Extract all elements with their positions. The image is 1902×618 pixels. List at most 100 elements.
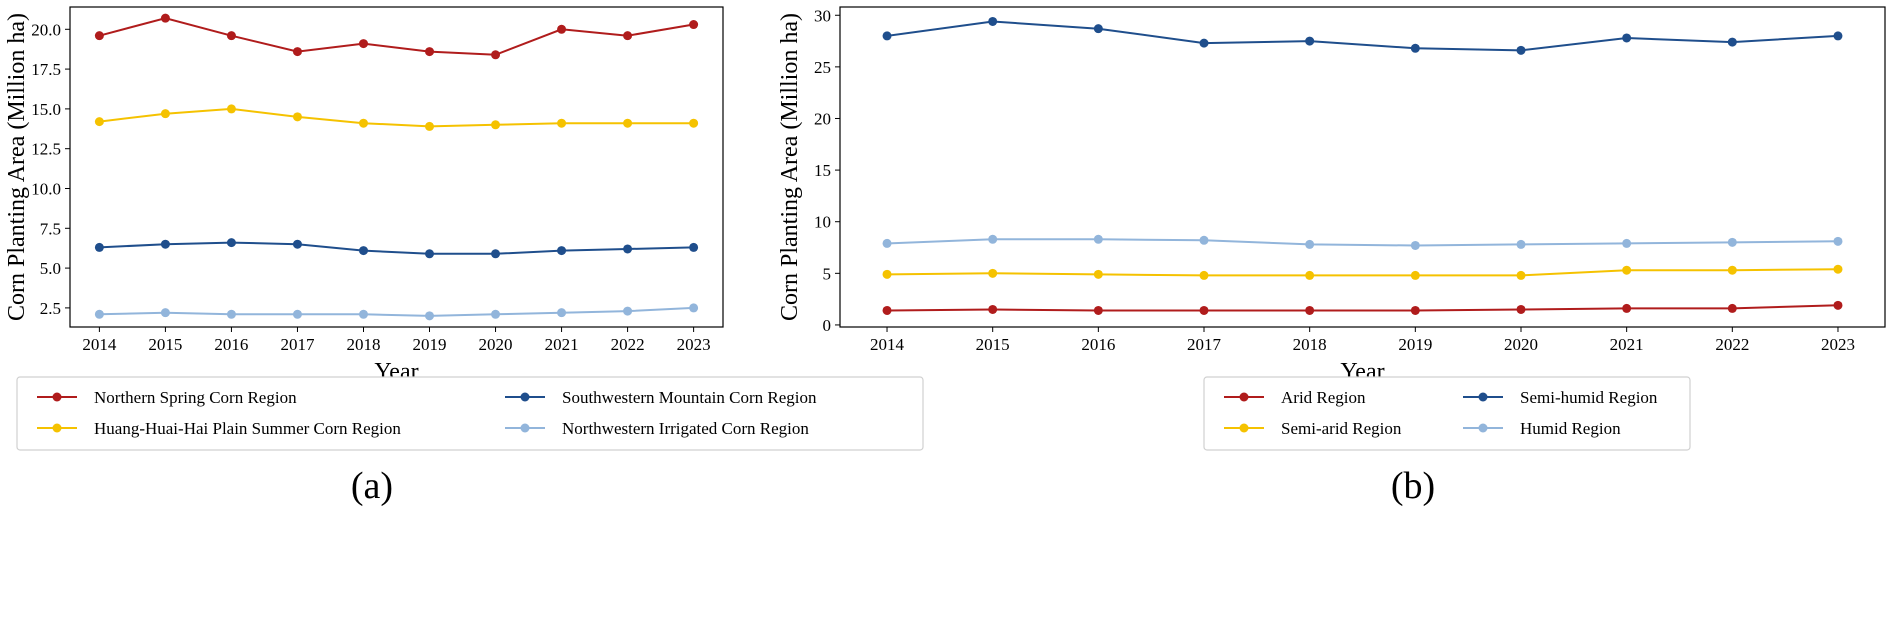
data-point [689,242,699,252]
data-point [1305,36,1315,46]
data-point [1727,237,1737,247]
series-line [99,306,694,317]
data-point [623,31,633,41]
data-point [988,16,998,26]
data-point [1727,303,1737,313]
y-tick-label: 15 [814,161,831,180]
legend-marker [52,392,62,402]
series-line [99,241,694,255]
data-point [160,308,170,318]
data-point [94,117,104,127]
legend-label: Humid Region [1520,419,1621,438]
x-tick-label: 2023 [1821,335,1855,354]
data-point [292,309,302,319]
data-point [292,112,302,122]
legend-entry: Huang-Huai-Hai Plain Summer Corn Region [37,419,401,438]
legend-marker [1239,423,1249,433]
data-point [1727,265,1737,275]
legend-label: Huang-Huai-Hai Plain Summer Corn Region [94,419,401,438]
data-point [1833,31,1843,41]
data-point [689,303,699,313]
series-huang-huai-hai-plain-summer-corn-region [94,104,699,131]
legend-box [1203,376,1691,451]
data-point [425,47,435,57]
panel-label: (a) [351,465,393,507]
data-point [292,239,302,249]
data-point [491,249,501,259]
series-semi-humid-region [882,16,1843,55]
y-tick-label: 20 [814,109,831,128]
legend-marker [1478,423,1488,433]
legend-label: Arid Region [1281,388,1366,407]
legend-label: Southwestern Mountain Corn Region [562,388,817,407]
y-tick-label: 5.0 [40,259,61,278]
legend-entry: Northwestern Irrigated Corn Region [505,419,809,438]
y-tick-label: 10.0 [31,179,61,198]
data-point [1199,305,1209,315]
data-point [557,246,567,256]
data-point [1093,269,1103,279]
data-point [1622,265,1632,275]
legend: Northern Spring Corn Region Huang-Huai-Ha… [16,376,924,451]
legend-entry: Humid Region [1463,419,1621,438]
data-point [1516,304,1526,314]
data-point [1410,270,1420,280]
data-point [425,249,435,259]
series-line [886,304,1839,312]
data-point [623,118,633,128]
data-point [491,50,501,60]
x-tick-label: 2023 [677,335,711,354]
data-point [1516,239,1526,249]
series-line [99,107,694,128]
x-tick-label: 2019 [1398,335,1432,354]
data-point [292,47,302,57]
series-northwestern-irrigated-corn-region [94,303,699,321]
x-tick-label: 2022 [611,335,645,354]
x-tick-label: 2016 [1081,335,1115,354]
chart-panel-a: 2014 2015 2016 2017 2018 2019 2020 2021 2022 2023… [4,6,924,507]
y-tick-label: 2.5 [40,299,61,318]
legend-label: Semi-humid Region [1520,388,1658,407]
data-point [160,13,170,23]
data-point [1833,264,1843,274]
data-point [1516,45,1526,55]
data-point [988,268,998,278]
data-point [358,39,368,49]
data-point [1622,303,1632,313]
data-point [882,31,892,41]
x-tick-label: 2022 [1715,335,1749,354]
data-point [557,308,567,318]
data-point [226,31,236,41]
legend-entry: Southwestern Mountain Corn Region [505,388,817,407]
data-point [425,121,435,131]
data-point [1199,235,1209,245]
legend-box [16,376,924,451]
x-tick-label: 2018 [1293,335,1327,354]
data-point [1093,24,1103,34]
legend-label: Northern Spring Corn Region [94,388,297,407]
data-point [988,304,998,314]
data-point [1305,270,1315,280]
data-point [358,309,368,319]
data-point [94,242,104,252]
legend-entry: Northern Spring Corn Region [37,388,297,407]
panel-label: (b) [1391,465,1435,507]
series-arid-region [882,300,1843,315]
legend-entry: Semi-humid Region [1463,388,1658,407]
y-tick-label: 15.0 [31,100,61,119]
data-point [358,118,368,128]
chart-panel-b: 2014 2015 2016 2017 2018 2019 2020 2021 2022 2023… [777,6,1886,507]
series-line [886,238,1839,247]
data-point [988,234,998,244]
y-tick-label: 5 [823,264,832,283]
y-tick-label: 25 [814,58,831,77]
data-point [882,238,892,248]
data-point [94,309,104,319]
data-point [1199,270,1209,280]
data-point [1622,238,1632,248]
plot-frame [839,6,1886,328]
data-point [1093,305,1103,315]
data-point [1516,270,1526,280]
legend-marker [520,423,530,433]
data-point [1093,234,1103,244]
